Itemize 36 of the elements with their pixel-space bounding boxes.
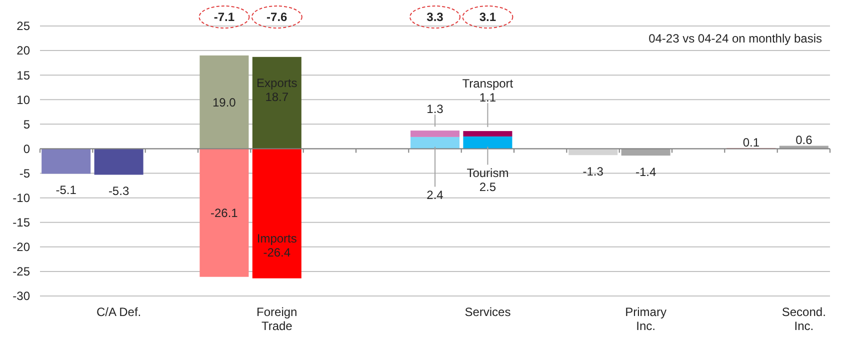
y-tick-label: 10 [16, 92, 30, 107]
x-tick-label: Second. Inc. [782, 305, 826, 333]
text: 3.1 [479, 10, 496, 24]
y-tick-label: -20 [12, 240, 30, 254]
data-label: Exports 18.7 [256, 76, 298, 104]
y-tick-label: -30 [12, 289, 30, 304]
text: -7.6 [266, 10, 288, 24]
x-tick-label: C/A Def. [96, 305, 142, 319]
data-label: -1.4 [635, 164, 656, 179]
y-tick-label: 25 [16, 19, 30, 34]
data-label: 2.4 [426, 188, 444, 202]
data-label: Transport 1.1 [462, 76, 514, 104]
data-label: 19.0 [212, 95, 236, 110]
x-tick-label: Services [464, 305, 511, 319]
x-tick-label: Primary Inc. [625, 305, 666, 333]
y-tick-label: 0 [23, 142, 30, 156]
data-label: Imports -26.4 [256, 232, 297, 260]
y-tick-label: -15 [12, 216, 30, 230]
y-tick-label: 15 [16, 68, 30, 82]
data-label: Tourism 2.5 [466, 166, 509, 194]
y-tick-label: -10 [12, 191, 30, 206]
data-label: -5.1 [56, 182, 77, 197]
data-label: -1.3 [582, 164, 604, 178]
data-label: 0.1 [742, 135, 760, 150]
y-tick-label: -25 [12, 264, 30, 279]
data-label: 1.3 [426, 102, 444, 116]
y-tick-label: 5 [23, 117, 30, 132]
data-label: -5.3 [108, 184, 130, 198]
text: -7.1 [214, 10, 235, 24]
text: 3.3 [426, 10, 444, 24]
x-tick-label: Foreign Trade [256, 305, 298, 333]
y-tick-label: -5 [19, 166, 30, 180]
y-tick-label: 20 [16, 44, 30, 58]
data-label: -26.1 [210, 206, 238, 220]
annotation: 04-23 vs 04-24 on monthly basis [648, 31, 822, 46]
data-label: 0.6 [796, 132, 813, 147]
